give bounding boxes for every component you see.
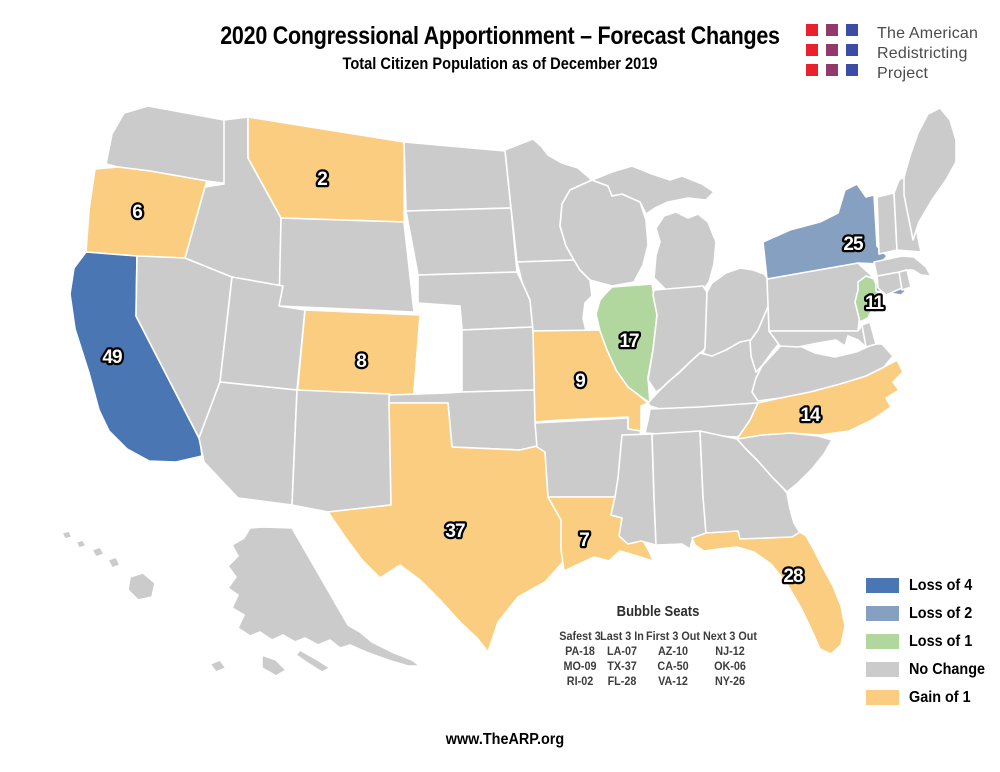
logo-square-icon [806, 64, 818, 76]
seat-badge-tx: 37 [445, 521, 465, 542]
state-ri [898, 269, 912, 291]
bubble-item: TX-37 [607, 659, 637, 673]
bubble-column-2: Last 3 In LA-07 TX-37 FL-28 [593, 629, 651, 689]
legend-item-no_change: No Change [866, 660, 993, 678]
legend-item-loss4: Loss of 4 [866, 576, 993, 594]
logo-square-icon [826, 24, 838, 36]
bubble-column-3: First 3 Out AZ-10 CA-50 VA-12 [644, 629, 702, 689]
legend-label: Loss of 4 [909, 576, 973, 594]
state-tx [327, 402, 564, 653]
page-subtitle: Total Citizen Population as of December … [342, 54, 658, 73]
bubble-column-4: Next 3 Out NJ-12 OK-06 NY-26 [701, 629, 759, 689]
bubble-column-header: First 3 Out [645, 629, 700, 643]
bubble-item: CA-50 [657, 659, 689, 673]
seat-badge-or: 6 [132, 202, 142, 223]
state-mi [591, 165, 717, 291]
legend-label: Gain of 1 [909, 688, 971, 706]
legend-label: Loss of 1 [909, 632, 973, 650]
seat-badge-nj: 11 [865, 293, 885, 314]
bubble-item: VA-12 [658, 674, 688, 688]
legend-item-loss1: Loss of 1 [866, 632, 993, 650]
bubble-item: OK-06 [714, 659, 746, 673]
state-wy [278, 217, 415, 313]
seat-badge-mt: 2 [317, 169, 327, 190]
seat-badge-nc: 14 [800, 405, 821, 426]
arp-logo-line-3: Project [877, 65, 929, 82]
arp-logo: The American Redistricting Project [806, 24, 978, 84]
arp-logo-line-2: Redistricting [877, 45, 968, 62]
state-sd [405, 207, 518, 276]
legend-swatch-no_change [866, 662, 899, 677]
bubble-column-header: Last 3 In [600, 629, 644, 643]
legend-swatch-loss4 [866, 578, 899, 593]
footer-url: www.TheARP.org [445, 731, 565, 748]
logo-square-icon [806, 44, 818, 56]
title-block: 2020 Congressional Apportionment – Forec… [0, 22, 1000, 74]
seat-badge-mo: 9 [575, 371, 585, 392]
legend-label: No Change [909, 660, 986, 678]
logo-square-icon [846, 64, 858, 76]
seat-badge-ny: 25 [843, 234, 864, 255]
logo-square-icon [846, 44, 858, 56]
state-nm [291, 389, 392, 513]
bubble-item: FL-28 [607, 674, 637, 688]
state-hi [61, 530, 156, 601]
bubble-seats-panel: Bubble Seats Safest 3 PA-18 MO-09 RI-02 Last… [540, 604, 776, 696]
state-fl [691, 530, 846, 655]
seat-badge-ca: 49 [102, 347, 122, 368]
bubble-item: AZ-10 [657, 644, 689, 658]
state-ma [873, 255, 932, 277]
seat-badge-co: 8 [356, 351, 366, 372]
legend-label: Loss of 2 [909, 604, 973, 622]
legend-item-loss2: Loss of 2 [866, 604, 993, 622]
legend-swatch-gain1 [866, 690, 899, 705]
state-ne [417, 271, 534, 331]
state-me [903, 107, 957, 241]
seat-badge-il: 17 [619, 331, 639, 352]
bubble-item: NJ-12 [715, 644, 745, 658]
state-de [861, 321, 877, 348]
bubble-item: RI-02 [566, 674, 594, 688]
arp-logo-line-1: The American [877, 25, 979, 42]
bubble-seats-title: Bubble Seats [616, 604, 700, 620]
legend-swatch-loss1 [866, 634, 899, 649]
bubble-item: MO-09 [563, 659, 597, 673]
bubble-item: PA-18 [565, 644, 595, 658]
bubble-item: LA-07 [606, 644, 638, 658]
bubble-column-header: Safest 3 [559, 629, 601, 643]
map-legend: Loss of 4 Loss of 2 Loss of 1 No Change Gain… [866, 576, 993, 718]
bubble-column-header: Next 3 Out [702, 629, 757, 643]
legend-swatch-loss2 [866, 606, 899, 621]
seat-badge-fl: 28 [783, 566, 803, 587]
bubble-column-1: Safest 3 PA-18 MO-09 RI-02 [551, 629, 609, 689]
state-az [198, 381, 298, 506]
page-title: 2020 Congressional Apportionment – Forec… [220, 22, 780, 50]
state-ak [209, 526, 421, 677]
logo-square-icon [826, 44, 838, 56]
state-nj [854, 275, 879, 323]
arp-logo-squares-icon [806, 24, 864, 80]
state-ks [461, 326, 536, 393]
state-nd [403, 141, 512, 212]
legend-item-gain1: Gain of 1 [866, 688, 993, 706]
logo-square-icon [806, 24, 818, 36]
seat-badge-la: 7 [579, 530, 589, 551]
arp-logo-text: The American Redistricting Project [877, 24, 978, 84]
logo-square-icon [826, 64, 838, 76]
logo-square-icon [846, 24, 858, 36]
bubble-item: NY-26 [714, 674, 746, 688]
